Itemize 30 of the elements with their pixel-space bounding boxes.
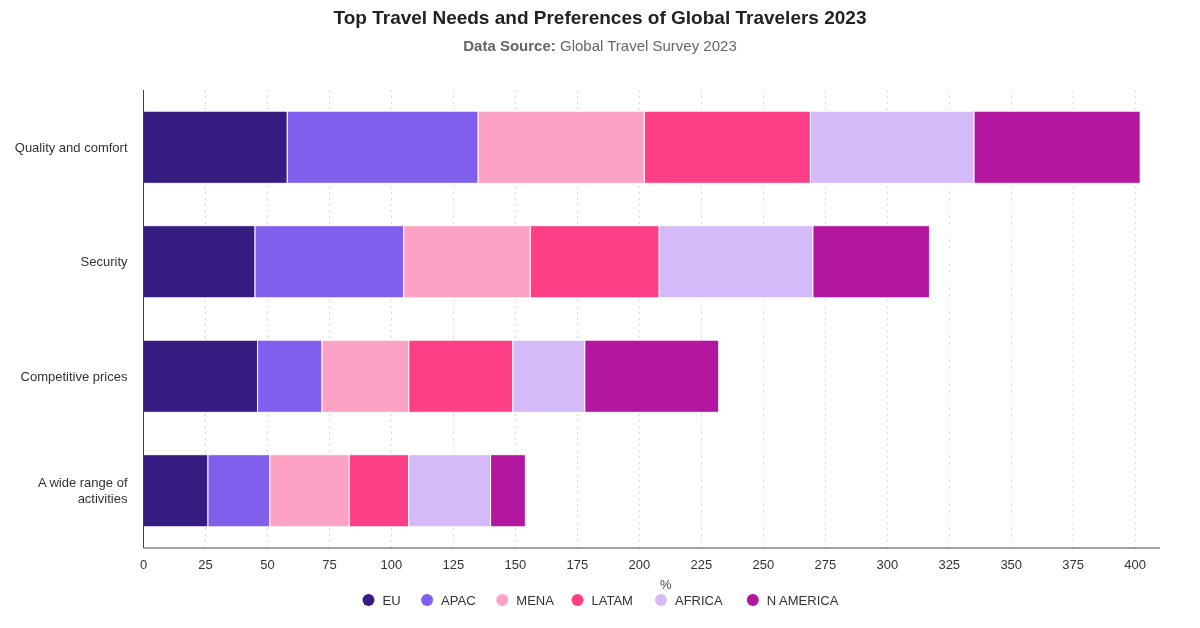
x-tick-label: 100 [380,557,403,572]
legend-label: N AMERICA [766,592,839,608]
legend-label: EU [382,592,401,608]
x-tick-label: 175 [566,557,589,572]
x-tick-label: 225 [690,557,713,572]
x-tick-label: 300 [876,557,899,572]
legend-label: AFRICA [675,592,723,608]
legend-label: MENA [516,592,555,608]
x-axis-title: % [659,577,672,592]
x-tick-label: 50 [260,557,275,572]
x-tick-label: 275 [814,557,837,572]
x-tick-label: 250 [752,557,775,572]
y-tick-label: A wide range of activities [37,475,128,507]
x-tick-label: 400 [1124,557,1147,572]
y-tick-label: Quality and comfort [14,139,128,155]
x-tick-label: 350 [1000,557,1023,572]
chart-title: Top Travel Needs and Preferences of Global Travelers 2023 [333,7,867,28]
chart-subtitle: Data Source: Global Travel Survey 2023 [463,37,737,54]
x-tick-label: 325 [938,557,961,572]
x-tick-label: 75 [322,557,337,572]
x-tick-label: 25 [198,557,213,572]
y-tick-label: Competitive prices [20,368,128,384]
x-tick-label: 200 [628,557,651,572]
x-tick-label: 0 [139,557,148,572]
x-tick-label: 150 [504,557,527,572]
legend-label: APAC [441,592,476,608]
x-tick-label: 125 [442,557,465,572]
y-tick-label: Security [80,254,128,270]
legend-label: LATAM [591,592,633,608]
x-tick-label: 375 [1062,557,1085,572]
